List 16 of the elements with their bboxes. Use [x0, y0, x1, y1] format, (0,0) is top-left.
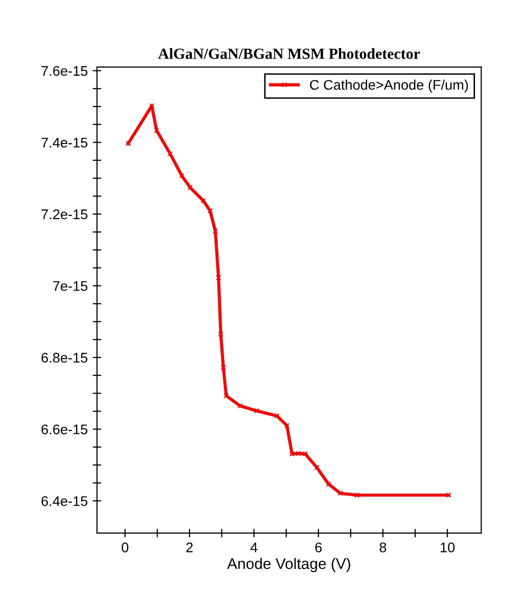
y-tick-label: 7.2e-15 — [42, 209, 88, 220]
x-tick-label: 0 — [122, 542, 128, 552]
chart-title: AlGaN/GaN/BGaN MSM Photodetector — [158, 48, 420, 59]
y-tick-label: 6.6e-15 — [42, 424, 88, 434]
legend-label: C Cathode>Anode (F/um) — [310, 80, 468, 93]
y-tick-label: 6.4e-15 — [42, 496, 88, 506]
x-axis-title: Anode Voltage (V) — [227, 558, 350, 572]
y-tick-label: 7.4e-15 — [42, 138, 88, 148]
x-tick-label: 10 — [440, 542, 455, 552]
y-tick-label: 6.8e-15 — [42, 352, 88, 363]
x-tick-label: 8 — [380, 542, 386, 552]
y-tick-label: 7.6e-15 — [42, 66, 88, 76]
y-tick-label: 7e-15 — [53, 281, 88, 291]
x-tick-label: 4 — [250, 542, 258, 552]
x-tick-label: 2 — [186, 542, 193, 552]
x-tick-label: 6 — [315, 542, 322, 552]
